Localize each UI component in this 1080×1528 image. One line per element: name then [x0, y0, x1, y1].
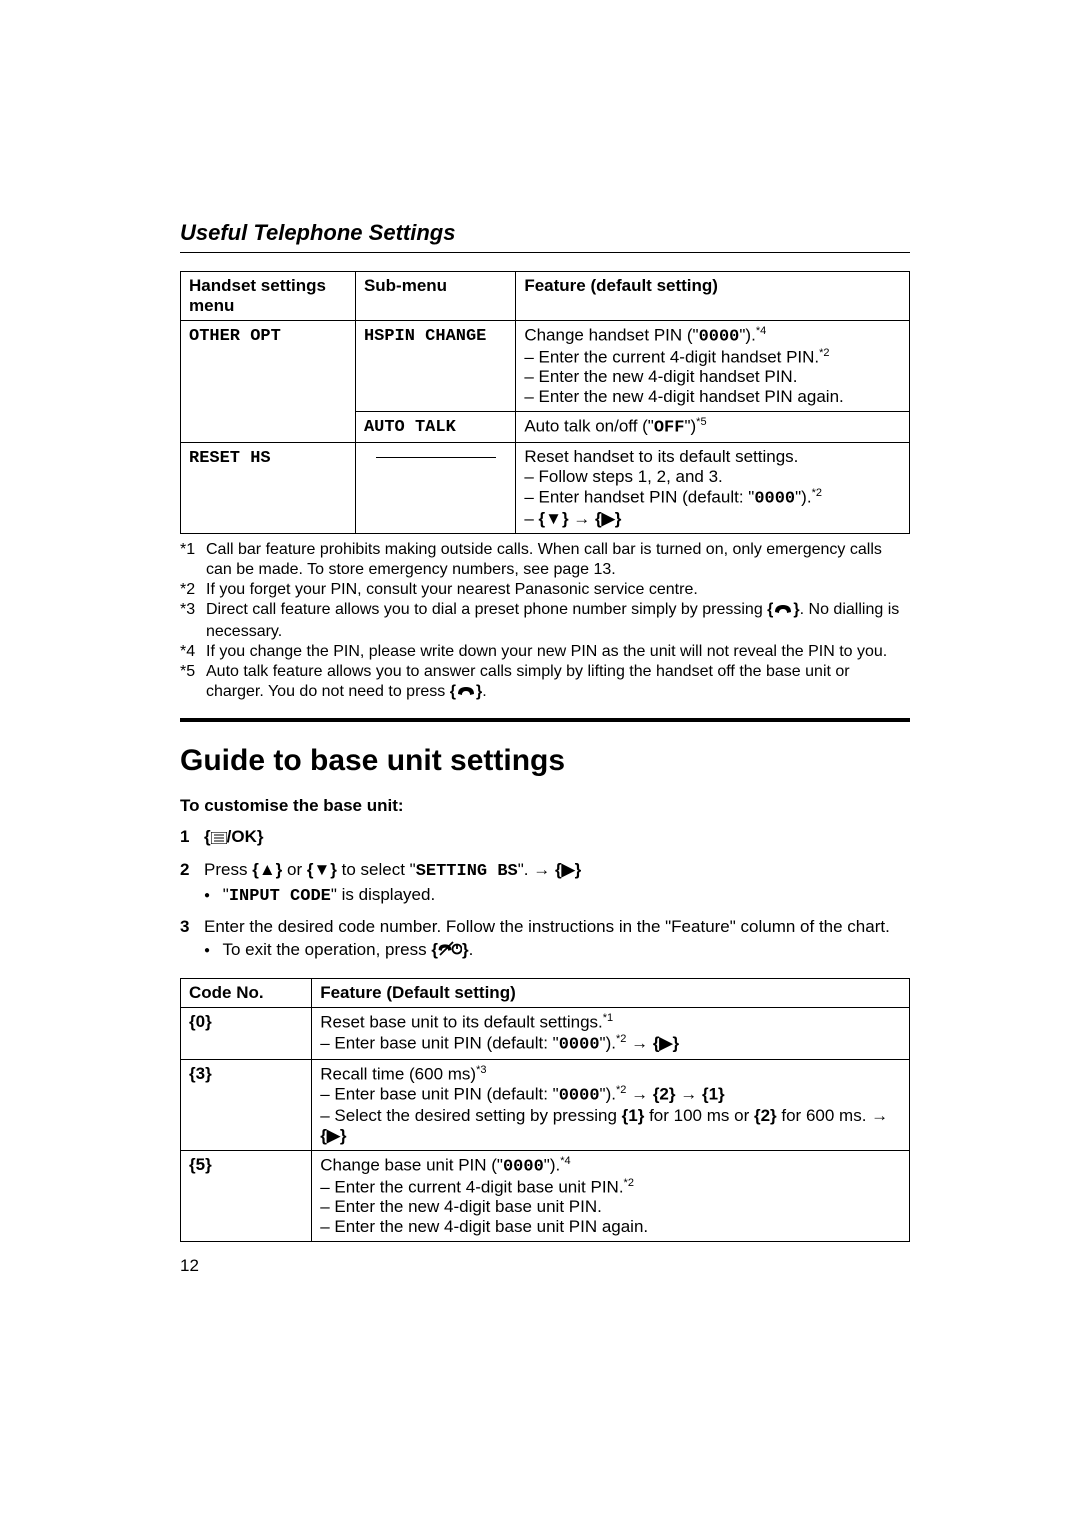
table-row: {3}Recall time (600 ms)*3– Enter base un…	[181, 1059, 910, 1150]
footnotes: *1Call bar feature prohibits making outs…	[180, 540, 910, 704]
cd-header-1: Feature (Default setting)	[312, 979, 910, 1008]
step2-mid: or	[282, 860, 307, 879]
cd-header-0: Code No.	[181, 979, 312, 1008]
steps-list: 1 {/OK} 2 Press {▲} or {▼} to select "SE…	[180, 826, 910, 965]
step-1: 1 {/OK}	[180, 826, 910, 851]
footnote: *4If you change the PIN, please write do…	[180, 642, 910, 662]
s2b-post: " is displayed.	[331, 885, 435, 904]
step-2: 2 Press {▲} or {▼} to select "SETTING BS…	[180, 859, 910, 909]
page-number: 12	[180, 1256, 910, 1276]
code-cell: {3}	[181, 1059, 312, 1150]
footnote: *3Direct call feature allows you to dial…	[180, 600, 910, 642]
feature-cell: Change base unit PIN ("0000").*4– Enter …	[312, 1150, 910, 1241]
s3b-text: To exit the operation, press	[222, 940, 431, 959]
section-title: Useful Telephone Settings	[180, 220, 910, 246]
customise-subhead: To customise the base unit:	[180, 796, 910, 816]
hs-menu-cell: OTHER OPT	[181, 321, 356, 443]
handset-settings-table: Handset settings menu Sub-menu Feature (…	[180, 271, 910, 534]
step2-pre: Press	[204, 860, 252, 879]
table-row: {5}Change base unit PIN ("0000").*4– Ent…	[181, 1150, 910, 1241]
step2-mono: SETTING BS	[416, 862, 518, 881]
hs-sub-cell: AUTO TALK	[355, 412, 515, 443]
codes-table: Code No. Feature (Default setting) {0}Re…	[180, 978, 910, 1242]
step-3: 3 Enter the desired code number. Follow …	[180, 916, 910, 964]
feature-cell: Reset base unit to its default settings.…	[312, 1008, 910, 1059]
step2-bullet: "INPUT CODE" is displayed.	[204, 884, 581, 909]
table-row: {0}Reset base unit to its default settin…	[181, 1008, 910, 1059]
step1-ok: /OK	[227, 827, 257, 846]
hs-header-2: Feature (default setting)	[516, 272, 910, 321]
thick-rule	[180, 718, 910, 722]
hs-header-1: Sub-menu	[355, 272, 515, 321]
hs-feature-cell: Change handset PIN ("0000").*4– Enter th…	[516, 321, 910, 412]
footnote: *5Auto talk feature allows you to answer…	[180, 662, 910, 704]
hs-feature-cell: Reset handset to its default settings.– …	[516, 442, 910, 533]
footnote: *2If you forget your PIN, consult your n…	[180, 580, 910, 600]
title-rule	[180, 252, 910, 253]
hs-sub-cell	[355, 442, 515, 533]
hs-feature-cell: Auto talk on/off ("OFF")*5	[516, 412, 910, 443]
guide-heading: Guide to base unit settings	[180, 744, 910, 778]
step2-end: ".	[518, 860, 533, 879]
step3-text: Enter the desired code number. Follow th…	[204, 917, 890, 936]
table-row: OTHER OPTHSPIN CHANGEChange handset PIN …	[181, 321, 910, 412]
footnote: *1Call bar feature prohibits making outs…	[180, 540, 910, 580]
hs-sub-cell: HSPIN CHANGE	[355, 321, 515, 412]
code-cell: {0}	[181, 1008, 312, 1059]
menu-icon	[211, 828, 227, 851]
code-cell: {5}	[181, 1150, 312, 1241]
table-row: RESET HS Reset handset to its default set…	[181, 442, 910, 533]
step-num-1: 1	[180, 826, 204, 851]
hs-menu-cell: RESET HS	[181, 442, 356, 533]
power-off-icon	[438, 941, 462, 964]
step3-bullet: To exit the operation, press {}.	[204, 939, 890, 964]
hs-header-0: Handset settings menu	[181, 272, 356, 321]
feature-cell: Recall time (600 ms)*3– Enter base unit …	[312, 1059, 910, 1150]
step-num-3: 3	[180, 916, 204, 964]
step2-post: to select "	[337, 860, 416, 879]
step-num-2: 2	[180, 859, 204, 909]
s2b-mono: INPUT CODE	[229, 887, 331, 906]
